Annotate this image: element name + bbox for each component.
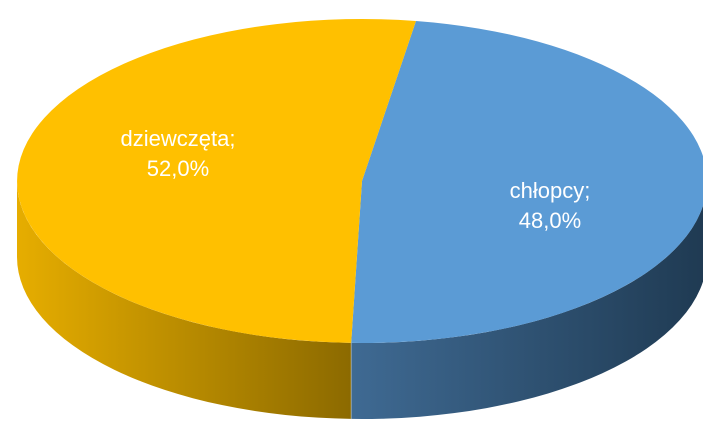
pie-slice-dziewczeta [17,19,416,343]
slice-label-value-chlopcy: 48,0% [519,208,581,233]
pie-slice-chlopcy [351,20,703,343]
slice-label-value-dziewczeta: 52,0% [147,156,209,181]
pie-side-walls [17,181,703,419]
pie-side-chlopcy [351,205,703,419]
pie-top-surface [17,19,703,343]
slice-label-dziewczeta: dziewczęta; 52,0% [121,126,236,181]
slice-label-name-chlopcy: chłopcy; [510,178,591,203]
slice-label-name-dziewczeta: dziewczęta; [121,126,236,151]
pie-side-dziewczeta [17,181,352,419]
slice-label-chlopcy: chłopcy; 48,0% [510,178,591,233]
